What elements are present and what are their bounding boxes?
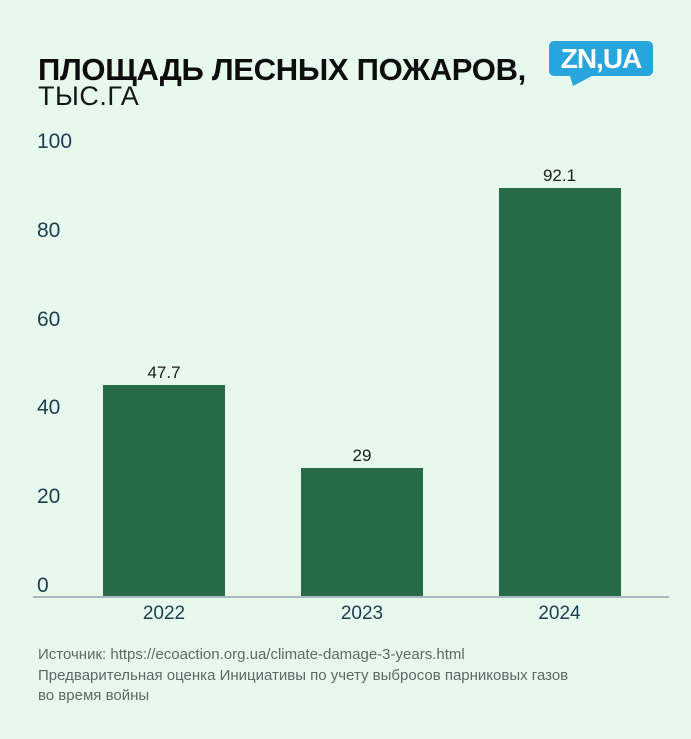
chart-title: ПЛОЩАДЬ ЛЕСНЫХ ПОЖАРОВ, xyxy=(38,52,526,87)
x-axis-line xyxy=(33,596,669,598)
footer: Источник: https://ecoaction.org.ua/clima… xyxy=(38,645,568,707)
y-tick-label-0: 0 xyxy=(37,574,49,597)
y-tick-label-60: 60 xyxy=(37,307,61,331)
note-line-1: Предварительная оценка Инициативы по уче… xyxy=(38,666,569,684)
bar-2023 xyxy=(301,468,423,597)
y-tick-label-100: 100 xyxy=(37,130,73,153)
source-text: Источник: https://ecoaction.org.ua/clima… xyxy=(38,646,465,663)
znua-logo-text: ZN,UA xyxy=(560,42,643,74)
bar-value-label-2023: 29 xyxy=(352,446,372,466)
y-tick-label-80: 80 xyxy=(37,218,61,242)
znua-logo-tail-icon xyxy=(570,76,592,86)
x-axis-label-2023: 2023 xyxy=(340,603,384,624)
bar-value-label-2022: 47.7 xyxy=(147,363,181,383)
y-tick-label-40: 40 xyxy=(37,396,61,420)
x-axis-label-2022: 2022 xyxy=(142,603,186,624)
y-tick-label-20: 20 xyxy=(37,485,61,509)
bar-value-label-2024: 92.1 xyxy=(542,166,577,186)
bar-2024 xyxy=(498,188,621,597)
bar-2022 xyxy=(103,385,225,597)
znua-logo: ZN,UA xyxy=(549,41,653,86)
chart-subtitle: ТЫС.ГА xyxy=(38,81,140,111)
note-line-2: во время войны xyxy=(38,687,150,704)
x-axis-label-2024: 2024 xyxy=(538,603,581,624)
